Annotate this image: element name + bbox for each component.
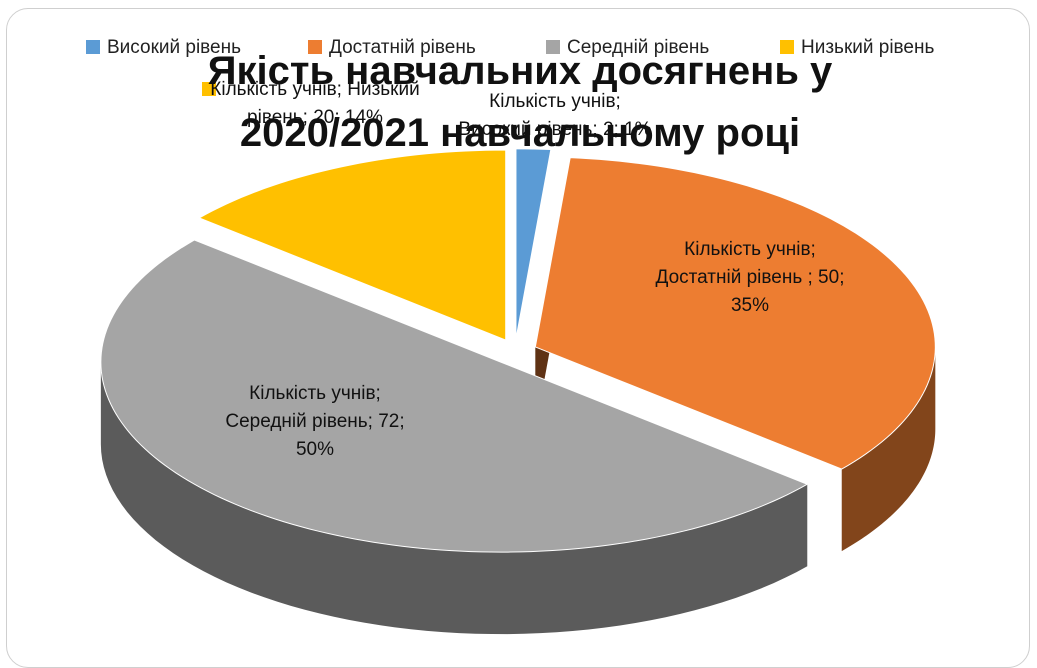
data-label: Кількість учнів; Середній рівень; 72; 50… [225,383,405,460]
slice-side [100,362,808,635]
data-label: Кількість учнів; Високий рівень; 2; 1% [458,91,652,140]
legend-swatch [780,40,794,54]
data-label: Кількість учнів; Достатній рівень ; 50; … [655,239,845,316]
label-swatch [202,82,216,96]
legend-swatch [86,40,100,54]
legend-label: Середній рівень [567,37,709,58]
pie-tops [100,148,936,553]
legend-label: Високий рівень [107,37,241,58]
slice-side [841,346,936,552]
slice [534,157,936,470]
chart-title: Якість навчальних досягнень у 2020/2021 … [207,49,833,155]
legend-label: Достатній рівень [329,37,476,58]
slice [515,148,552,339]
legend-swatch [546,40,560,54]
chart: Високий рівень Достатній рівень Середній р… [86,37,936,635]
data-label: Кількість учнів; Низький рівень; 20; 14% [210,79,420,128]
legend-label: Низький рівень [801,37,934,58]
slice [100,239,809,553]
page: {"chart_data": {"type": "pie", "title": … [6,8,1030,668]
slice [198,149,507,341]
legend-swatch [308,40,322,54]
